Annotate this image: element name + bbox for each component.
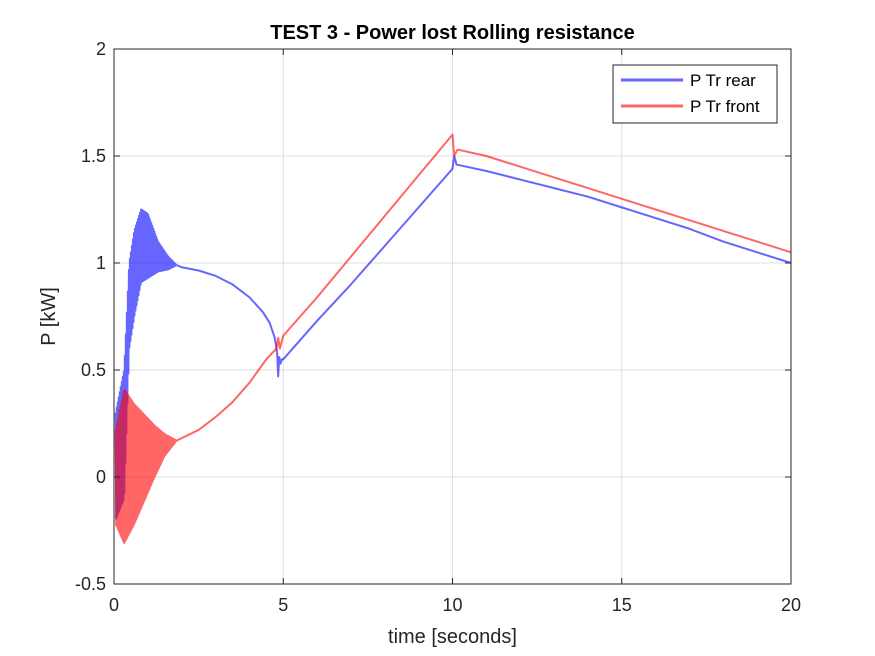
x-tick-label: 10 (442, 595, 462, 615)
y-tick-label: 1 (96, 253, 106, 273)
x-tick-label: 0 (109, 595, 119, 615)
y-tick-label: 0 (96, 467, 106, 487)
x-tick-label: 20 (781, 595, 801, 615)
legend-label-rear: P Tr rear (690, 71, 756, 90)
legend-box (612, 64, 778, 124)
x-axis-label: time [seconds] (388, 626, 517, 648)
y-tick-label: 0.5 (81, 360, 106, 380)
y-tick-label: -0.5 (75, 574, 106, 594)
x-tick-label: 15 (612, 595, 632, 615)
legend: P Tr rear P Tr front (612, 64, 778, 124)
series-line-1 (114, 133, 792, 545)
series-layer (114, 133, 792, 545)
x-tick-label: 5 (278, 595, 288, 615)
series-line-0 (114, 155, 792, 520)
ticks: 0 5 10 15 20-0.500.511.52 (75, 39, 801, 615)
chart-title: TEST 3 - Power lost Rolling resistance (270, 22, 635, 44)
legend-label-front: P Tr front (690, 97, 760, 116)
y-tick-label: 2 (96, 39, 106, 59)
y-tick-label: 1.5 (81, 146, 106, 166)
y-axis-label: P [kW] (38, 287, 60, 346)
